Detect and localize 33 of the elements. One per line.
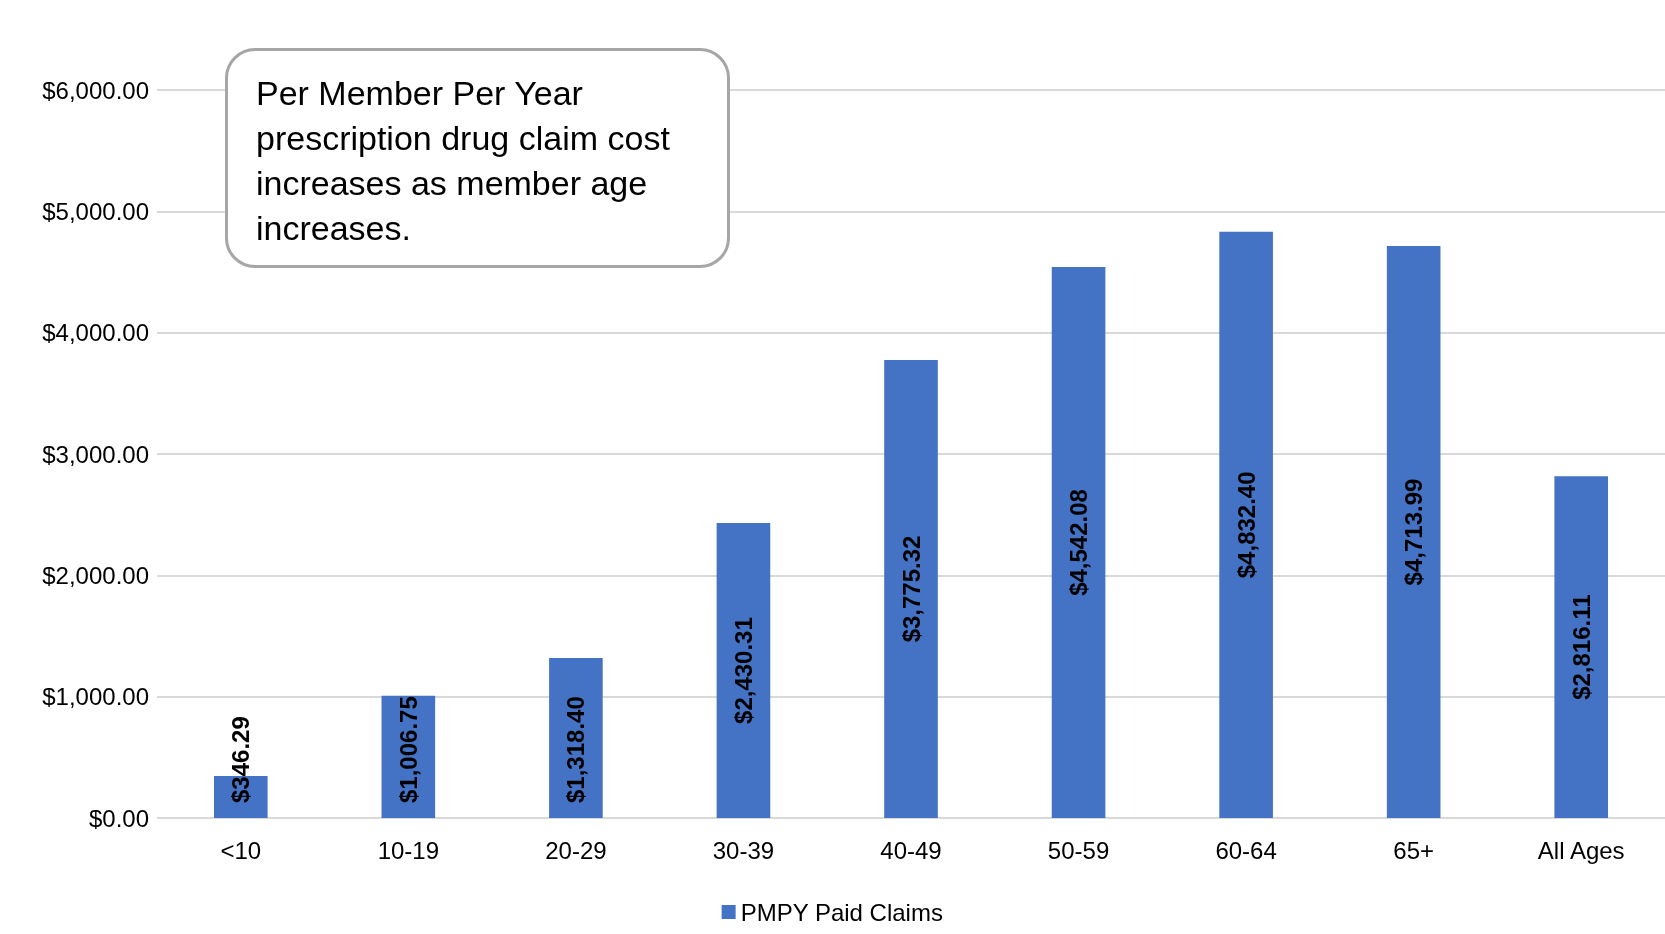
annotation: Per Member Per Year prescription drug claim cost increases as member age increases. [225, 48, 730, 268]
y-tick-label: $5,000.00 [42, 197, 149, 225]
y-tick-label: $3,000.00 [42, 440, 149, 468]
bar [1554, 476, 1609, 818]
x-tick-label: 30-39 [712, 836, 775, 864]
bar [716, 523, 771, 818]
bar [1051, 266, 1106, 818]
bar [884, 359, 938, 818]
data-label: $4,542.08 [1065, 489, 1093, 596]
y-tick-label: $6,000.00 [42, 76, 149, 104]
bar [1386, 246, 1441, 818]
legend-label: PMPY Paid Claims [740, 898, 943, 926]
x-tick-label: All Ages [1537, 836, 1625, 864]
x-tick-label: 50-59 [1047, 836, 1110, 864]
x-tick-label: <10 [220, 836, 262, 864]
bar [1219, 231, 1273, 818]
x-tick-label: 60-64 [1215, 836, 1277, 864]
x-tick-label: 20-29 [545, 836, 607, 864]
data-label: $2,430.31 [729, 617, 757, 724]
x-tick-label: 65+ [1393, 836, 1435, 864]
data-label: $346.29 [227, 716, 255, 803]
y-tick-label: $2,000.00 [42, 561, 149, 589]
data-label: $1,318.40 [562, 696, 590, 803]
data-label: $4,713.99 [1400, 478, 1428, 586]
y-tick-label: $1,000.00 [42, 683, 149, 711]
y-tick-label: $0.00 [88, 804, 149, 832]
data-label: $3,775.32 [897, 535, 925, 643]
x-tick-label: 40-49 [880, 836, 942, 864]
y-tick-label: $4,000.00 [42, 319, 149, 347]
data-label: $4,832.40 [1232, 471, 1260, 579]
data-label: $2,816.11 [1567, 594, 1595, 700]
data-label: $1,006.75 [394, 696, 422, 803]
x-tick-label: 10-19 [377, 836, 440, 864]
